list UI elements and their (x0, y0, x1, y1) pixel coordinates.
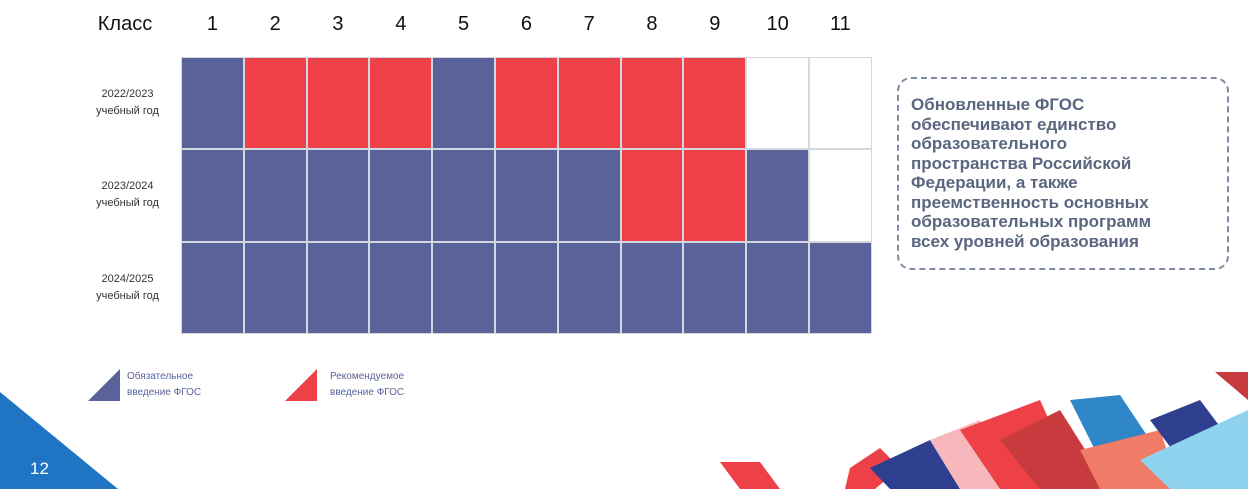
cell (307, 57, 370, 149)
swatch (285, 369, 317, 401)
cell (621, 57, 684, 149)
cell (495, 57, 558, 149)
text-line: Обязательное (127, 369, 201, 385)
cell (558, 57, 621, 149)
cell (558, 242, 621, 334)
cell (369, 57, 432, 149)
cell (181, 242, 244, 334)
cell (432, 149, 495, 241)
class-number: 8 (621, 10, 684, 38)
class-number: 10 (746, 10, 809, 38)
deco-shape (720, 462, 780, 489)
text-line: учебный год (70, 288, 185, 305)
header-label: Класс (85, 10, 165, 38)
text-line: Обновленные ФГОС (911, 95, 1227, 115)
class-number: 7 (558, 10, 621, 38)
text-line: преемственность основных (911, 193, 1227, 213)
text-line: 2022/2023 (70, 86, 185, 103)
class-number: 6 (495, 10, 558, 38)
cell (809, 242, 872, 334)
cell (558, 149, 621, 241)
text-line: введение ФГОС (330, 385, 404, 401)
cell (683, 242, 746, 334)
text-line: учебный год (70, 195, 185, 212)
cell (683, 57, 746, 149)
class-number: 4 (369, 10, 432, 38)
cell (621, 149, 684, 241)
cell (809, 57, 872, 149)
cell (809, 149, 872, 241)
cell (369, 149, 432, 241)
text-line: Федерации, а также (911, 173, 1227, 193)
text-line: Рекомендуемое (330, 369, 404, 385)
cell (244, 57, 307, 149)
class-number: 9 (683, 10, 746, 38)
cell (621, 242, 684, 334)
cell (746, 57, 809, 149)
cell (181, 149, 244, 241)
text-line: 2023/2024 (70, 178, 185, 195)
legend-swatch (88, 369, 120, 401)
corner-triangle (0, 392, 118, 489)
cell (307, 242, 370, 334)
cell (495, 242, 558, 334)
class-number: 5 (432, 10, 495, 38)
class-number: 1 (181, 10, 244, 38)
text-line: обеспечивают единство (911, 115, 1227, 135)
deco-shape (1215, 372, 1248, 400)
slide: { "header": {"label": "Класс", "classes"… (0, 0, 1248, 489)
swatch (88, 369, 120, 401)
cell (244, 242, 307, 334)
class-number: 2 (244, 10, 307, 38)
cell (746, 149, 809, 241)
text-line: образовательного (911, 134, 1227, 154)
text-line: всех уровней образования (911, 232, 1227, 252)
cell (307, 149, 370, 241)
cell (746, 242, 809, 334)
legend-swatch (285, 369, 317, 401)
text-line: учебный год (70, 103, 185, 120)
cell (495, 149, 558, 241)
text-line: введение ФГОС (127, 385, 201, 401)
text-line: пространства Российской (911, 154, 1227, 174)
page-number: 12 (30, 459, 49, 479)
cell (181, 57, 244, 149)
class-number: 11 (809, 10, 872, 38)
cell (432, 57, 495, 149)
text-line: 2024/2025 (70, 271, 185, 288)
text-line: образовательных программ (911, 212, 1227, 232)
cell (683, 149, 746, 241)
cell (432, 242, 495, 334)
cell (244, 149, 307, 241)
class-number: 3 (307, 10, 370, 38)
cell (369, 242, 432, 334)
